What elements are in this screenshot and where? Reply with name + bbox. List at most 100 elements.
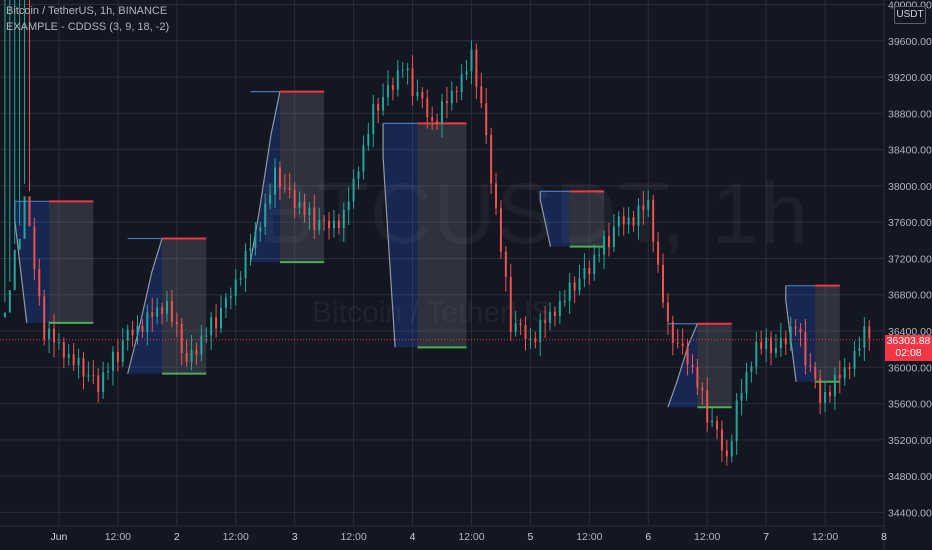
candle-body bbox=[431, 117, 434, 121]
candle-body bbox=[666, 302, 669, 322]
candle-body bbox=[558, 301, 561, 316]
candle bbox=[185, 339, 188, 367]
candle bbox=[357, 166, 360, 190]
candle-body bbox=[441, 101, 443, 124]
candle-body bbox=[828, 391, 831, 397]
time-tick-label: 12:00 bbox=[458, 531, 484, 543]
candle bbox=[593, 244, 596, 281]
candle-body bbox=[706, 390, 709, 423]
candle bbox=[553, 306, 556, 327]
price-axis[interactable]: 40000.00 39600.00 39200.00 38800.00 38400.00… bbox=[883, 0, 932, 550]
candle-body bbox=[102, 372, 105, 392]
candle bbox=[706, 377, 709, 432]
candle bbox=[426, 89, 429, 129]
candle-body bbox=[642, 205, 645, 210]
candle-body bbox=[362, 145, 365, 172]
candle bbox=[716, 415, 719, 440]
candle-body bbox=[745, 372, 748, 394]
candle bbox=[480, 72, 483, 109]
candle-body bbox=[121, 340, 124, 362]
candle bbox=[863, 316, 866, 362]
candle bbox=[156, 298, 159, 325]
candle bbox=[588, 260, 591, 285]
candle bbox=[455, 85, 458, 103]
candle bbox=[652, 194, 655, 253]
candle bbox=[48, 321, 51, 353]
candle bbox=[671, 315, 674, 356]
time-tick-label: 12:00 bbox=[223, 531, 249, 543]
candle-body bbox=[588, 268, 591, 275]
candle-body bbox=[239, 277, 242, 280]
candle bbox=[720, 420, 723, 462]
cddss-boxes bbox=[14, 90, 840, 409]
candle bbox=[853, 340, 856, 377]
candle bbox=[53, 314, 56, 358]
price-tick-label: 36000.00 bbox=[888, 362, 932, 374]
candle bbox=[180, 317, 183, 366]
candle bbox=[411, 55, 414, 106]
candle-body bbox=[141, 325, 144, 332]
box-projection-area bbox=[49, 201, 94, 323]
candle bbox=[745, 362, 748, 401]
candle-body bbox=[33, 226, 36, 270]
candle bbox=[858, 336, 861, 357]
time-tick-label: 12:00 bbox=[105, 531, 131, 543]
candle-body bbox=[480, 86, 483, 104]
candle bbox=[33, 217, 36, 281]
candle bbox=[662, 253, 664, 309]
candle-body bbox=[205, 335, 208, 337]
candle bbox=[563, 289, 566, 307]
candle-body bbox=[735, 400, 738, 442]
candle-body bbox=[485, 103, 488, 136]
candle-body bbox=[760, 341, 763, 350]
symbol-title[interactable]: Bitcoin / TetherUS, 1h, BINANCE bbox=[6, 5, 168, 17]
candle-body bbox=[278, 167, 281, 188]
indicator-title[interactable]: EXAMPLE - CDDSS (3, 9, 18, -2) bbox=[6, 21, 170, 33]
box-projection-area bbox=[815, 285, 840, 382]
candle-body bbox=[3, 312, 6, 318]
candle bbox=[470, 40, 473, 85]
candle-body bbox=[848, 367, 851, 369]
time-tick-label: Jun bbox=[50, 531, 67, 543]
candle-body bbox=[509, 276, 512, 332]
candle bbox=[686, 338, 689, 376]
candle-body bbox=[28, 196, 31, 227]
candle bbox=[622, 207, 625, 236]
candle-body bbox=[824, 391, 827, 403]
cddss-box bbox=[667, 322, 732, 409]
time-tick-label: 5 bbox=[527, 531, 533, 543]
time-axis[interactable]: Jun 12:00 2 12:00 3 12:00 4 12:00 5 12:00 6 12:00 7 1… bbox=[0, 525, 887, 543]
candle bbox=[637, 198, 640, 240]
candle-body bbox=[578, 278, 581, 291]
price-tick-label: 38400.00 bbox=[888, 145, 932, 157]
candle bbox=[666, 293, 669, 335]
candle-body bbox=[13, 249, 16, 291]
candle-body bbox=[308, 207, 311, 216]
candle bbox=[828, 385, 831, 403]
candle-body bbox=[391, 85, 394, 90]
candle-body bbox=[57, 342, 60, 344]
candle-body bbox=[372, 104, 375, 135]
candle-body bbox=[681, 343, 684, 346]
candle bbox=[504, 246, 507, 292]
candle bbox=[298, 191, 301, 215]
candle bbox=[220, 295, 222, 334]
box-projection-area bbox=[569, 191, 605, 247]
candle-body bbox=[43, 296, 46, 340]
price-tick-label: 34800.00 bbox=[888, 471, 932, 483]
candle-body bbox=[200, 335, 203, 355]
candle-body bbox=[814, 366, 817, 379]
candle bbox=[195, 342, 198, 366]
candle-body bbox=[725, 450, 728, 457]
candle-body bbox=[259, 227, 262, 232]
candle bbox=[347, 186, 350, 226]
candle-body bbox=[53, 328, 56, 343]
candle bbox=[657, 231, 660, 273]
currency-label[interactable]: USDT bbox=[894, 6, 926, 24]
candle bbox=[755, 331, 758, 375]
price-tick-label: 39600.00 bbox=[888, 36, 932, 48]
candle bbox=[681, 328, 684, 355]
candle-body bbox=[337, 220, 340, 229]
candle bbox=[362, 135, 365, 180]
